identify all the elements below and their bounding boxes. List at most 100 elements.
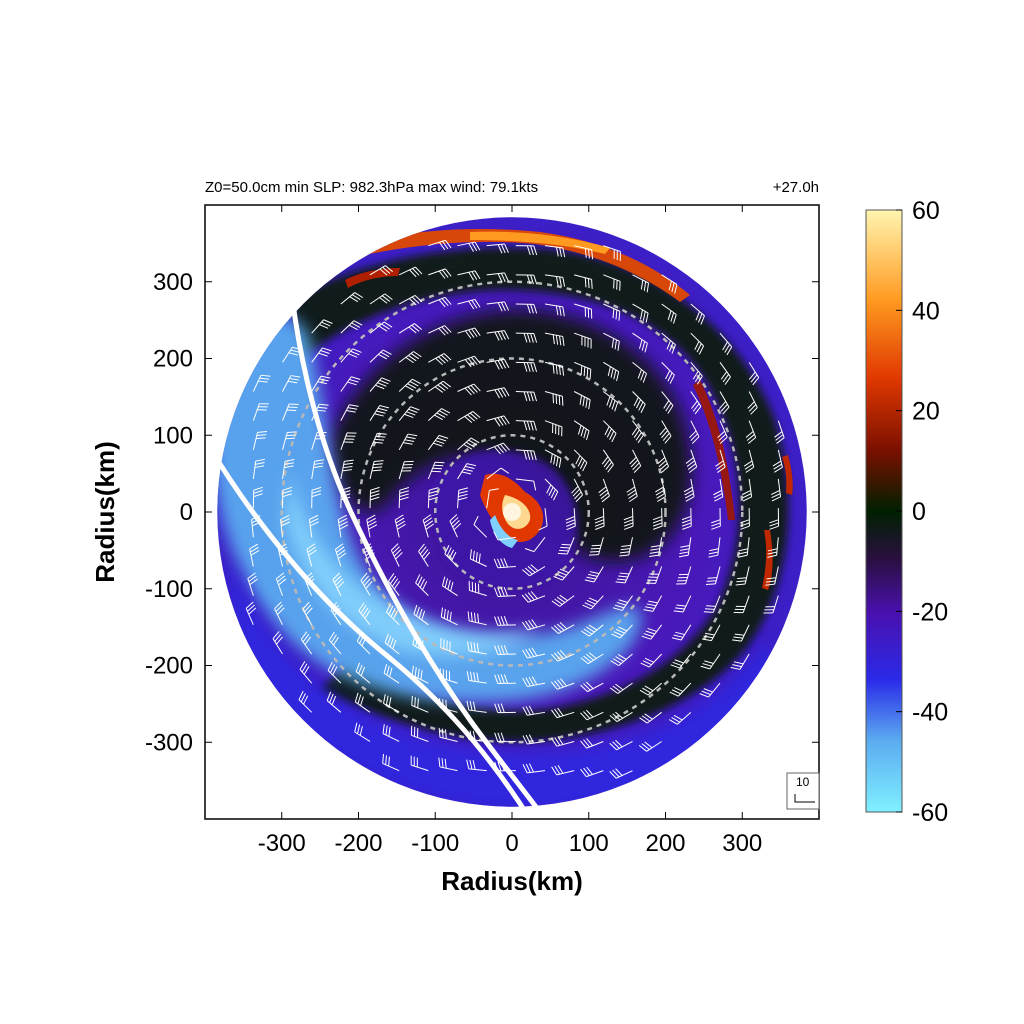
wind-barb xyxy=(274,601,285,626)
y-tick-label: -200 xyxy=(145,653,193,680)
wind-barb xyxy=(340,459,354,480)
wind-barb xyxy=(282,486,293,509)
wind-barb xyxy=(398,460,414,480)
wind-barb xyxy=(428,268,452,279)
wind-barb xyxy=(632,391,646,413)
wind-barb xyxy=(661,361,675,384)
wind-barb xyxy=(603,361,620,382)
wind-barb xyxy=(466,759,487,772)
wind-barb xyxy=(457,463,477,480)
wind-barb xyxy=(280,515,291,538)
wind-barb xyxy=(632,332,648,353)
wind-barb xyxy=(652,508,663,530)
wind-barb xyxy=(369,486,380,509)
wind-barb xyxy=(440,638,458,655)
wind-barb xyxy=(632,303,649,323)
wind-barb xyxy=(515,245,538,256)
wind-barb xyxy=(418,543,431,567)
range-rings xyxy=(280,280,744,744)
wind-barb xyxy=(711,508,721,530)
wind-barb xyxy=(515,332,538,343)
wind-barb xyxy=(398,266,423,278)
range-ring-200 xyxy=(357,357,667,667)
wind-barb xyxy=(486,272,509,283)
wind-barb xyxy=(772,449,783,473)
wind-barb xyxy=(369,293,393,305)
wind-barb xyxy=(573,449,588,472)
wind-barb xyxy=(428,239,452,251)
field-red-nw xyxy=(345,268,400,288)
wind-barb xyxy=(326,691,342,713)
wind-barb xyxy=(383,663,400,684)
wind-barb xyxy=(574,274,593,289)
wind-barb xyxy=(311,319,333,334)
wind-barb xyxy=(632,361,647,383)
wind-barb xyxy=(398,433,418,451)
wind-barb xyxy=(251,515,262,538)
wind-barb xyxy=(394,514,406,538)
axis-ticks: -300 -200 -100 0 100 200 300 300 200 100 0 -100 -200… xyxy=(145,205,819,857)
wind-barb xyxy=(282,431,297,450)
wind-barb xyxy=(486,442,510,455)
wind-barb xyxy=(382,724,400,742)
wind-barb xyxy=(765,566,779,586)
colorbar-tick-label: 0 xyxy=(912,498,926,526)
wind-barb xyxy=(413,604,429,626)
wind-barb xyxy=(565,508,576,531)
wind-barb xyxy=(522,705,546,716)
wind-barb xyxy=(701,624,721,642)
wind-barb xyxy=(544,303,565,317)
y-axis-label: Radius(km) xyxy=(90,441,120,583)
wind-barb xyxy=(466,730,487,742)
wind-barb xyxy=(538,508,548,531)
wind-barb xyxy=(355,662,371,684)
wind-barb xyxy=(646,566,663,584)
colorbar-tick-label: 20 xyxy=(912,398,940,426)
wind-barb xyxy=(657,449,670,474)
wind-barb xyxy=(388,573,401,596)
y-tick-label: 300 xyxy=(153,269,193,296)
wind-barb xyxy=(438,757,458,772)
wind-barb xyxy=(641,624,663,640)
wind-barb xyxy=(411,665,429,684)
wind-barb xyxy=(603,303,621,321)
wind-barb xyxy=(515,391,538,402)
wind-barb xyxy=(708,537,721,558)
wind-barb xyxy=(521,591,546,603)
colorbar-ticks: 60 40 20 0 -20 -40 -60 xyxy=(896,197,948,827)
wind-barb xyxy=(428,325,452,336)
wind-barb xyxy=(668,711,692,725)
wind-barb xyxy=(742,478,753,502)
wind-barb xyxy=(306,543,317,567)
wind-barb xyxy=(457,487,469,509)
wind-barb xyxy=(544,245,566,258)
wind-barb xyxy=(603,274,621,291)
colorbar-tick-label: -20 xyxy=(912,598,948,626)
plot-area xyxy=(207,217,807,819)
wind-barb xyxy=(330,602,342,626)
wind-barb xyxy=(360,572,373,596)
wind-barb xyxy=(673,595,692,613)
wind-barb xyxy=(730,653,750,670)
wind-barb xyxy=(486,415,510,427)
wind-barb xyxy=(398,406,420,421)
wind-barb xyxy=(494,674,516,685)
barb-key-label: 10 xyxy=(796,775,810,789)
wind-barb xyxy=(522,676,546,688)
wind-barb xyxy=(612,595,633,611)
wind-barb xyxy=(275,572,287,596)
wind-barb xyxy=(735,566,750,586)
wind-barb xyxy=(332,572,345,596)
wind-barb xyxy=(544,361,565,376)
wind-barb xyxy=(438,727,458,742)
wind-barb xyxy=(457,270,481,281)
wind-barb xyxy=(457,327,481,339)
wind-barb xyxy=(334,543,347,567)
wind-barb xyxy=(427,461,445,480)
wind-barb xyxy=(398,323,423,334)
coastline-south xyxy=(207,446,533,819)
range-ring-300 xyxy=(280,280,744,744)
wind-barb xyxy=(610,653,633,667)
wind-barb xyxy=(486,488,499,509)
wind-barb xyxy=(515,449,537,461)
